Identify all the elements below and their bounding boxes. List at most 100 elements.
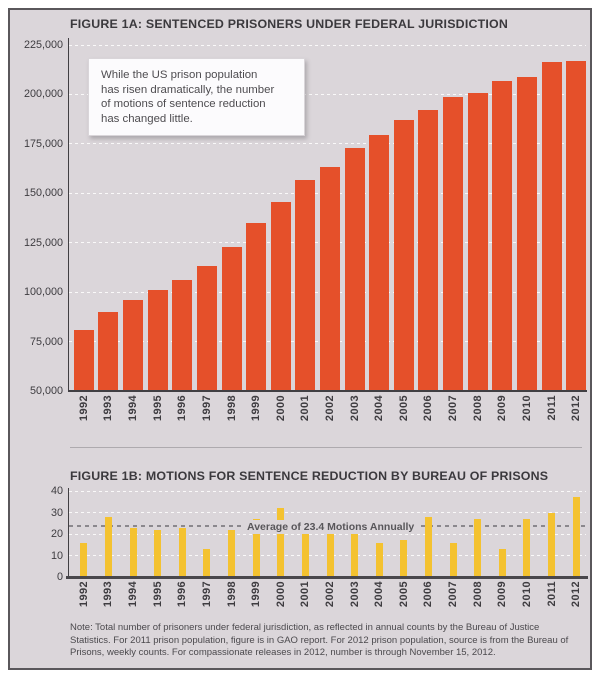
figure-1b-bar-2007 xyxy=(449,542,457,577)
figure-1b-bar-1993 xyxy=(104,516,112,577)
x-tick-label-1993: 1993 xyxy=(102,581,115,608)
x-tick-label-1992: 1992 xyxy=(77,581,90,608)
x-tick-label-1994: 1994 xyxy=(127,395,140,422)
x-tick-label-2003: 2003 xyxy=(348,395,361,422)
annotation-line: has risen dramatically, the number xyxy=(101,83,275,96)
figure-1a-bar-2007 xyxy=(443,97,464,391)
y-tick-label: 225,000 xyxy=(23,39,63,51)
x-tick-label-1997: 1997 xyxy=(200,395,213,422)
figure-1b-bar-2011 xyxy=(548,512,556,577)
x-tick-label-1994: 1994 xyxy=(127,581,140,608)
x-tick-label-1995: 1995 xyxy=(151,581,164,608)
annotation-callout: While the US prison population has risen… xyxy=(88,58,305,136)
gridline xyxy=(69,93,586,95)
x-tick-label-2006: 2006 xyxy=(422,395,435,422)
y-tick-label: 50,000 xyxy=(29,385,63,397)
x-tick-label-1996: 1996 xyxy=(176,581,189,608)
chart-panel: FIGURE 1A: SENTENCED PRISONERS UNDER FED… xyxy=(8,8,592,670)
x-tick-label-2009: 2009 xyxy=(496,581,509,608)
figure-1b-bar-1992 xyxy=(80,542,88,577)
y-tick-label: 200,000 xyxy=(23,88,63,101)
x-tick-label-1997: 1997 xyxy=(200,581,213,608)
figure-1a-plot-area xyxy=(69,44,587,391)
figure-1b-bar-1995 xyxy=(154,529,162,577)
figure-1b-bar-1997 xyxy=(203,549,211,577)
x-tick-label-2001: 2001 xyxy=(299,395,312,422)
x-tick-label-1999: 1999 xyxy=(250,395,263,422)
figure-1b-bar-2005 xyxy=(400,540,408,577)
annotation-line: has changed little. xyxy=(101,112,193,125)
figure-1b-bar-2003 xyxy=(351,534,359,577)
x-tick-label-2003: 2003 xyxy=(348,581,361,608)
figure-1a-bar-2010 xyxy=(516,76,537,391)
x-tick-label-2002: 2002 xyxy=(324,581,336,608)
x-tick-label-1992: 1992 xyxy=(77,395,90,422)
y-tick-label: 100,000 xyxy=(23,286,63,299)
figure-1b-plot-area xyxy=(69,490,586,577)
x-tick-label-2004: 2004 xyxy=(373,581,386,608)
y-tick-label: 125,000 xyxy=(23,236,63,249)
figure-1b-title: FIGURE 1B: MOTIONS FOR SENTENCE REDUCTIO… xyxy=(70,469,549,483)
x-tick-label-2012: 2012 xyxy=(570,395,583,422)
figure-1a-bar-2008 xyxy=(467,93,488,391)
gridline xyxy=(69,512,586,513)
figure-1a-bar-2005 xyxy=(393,120,414,391)
x-tick-label-2000: 2000 xyxy=(274,395,287,422)
x-tick-label-2011: 2011 xyxy=(545,581,558,607)
figure-1a-bar-1995 xyxy=(147,290,168,391)
x-tick-label-2007: 2007 xyxy=(447,581,460,608)
figure-1a-bar-2002 xyxy=(320,166,340,391)
x-tick-label-1996: 1996 xyxy=(176,395,189,422)
x-tick-label-2000: 2000 xyxy=(274,581,287,608)
x-tick-label-2011: 2011 xyxy=(545,395,558,421)
figure-1b-y-axis-labels: 0 10 20 30 40 xyxy=(10,485,63,583)
x-tick-label-1993: 1993 xyxy=(102,395,115,422)
x-tick-label-2001: 2001 xyxy=(299,581,312,608)
figure-1b-bar-1999 xyxy=(252,518,260,577)
figure-1b-bar-1994 xyxy=(129,527,137,577)
figure-1b-bar-2006 xyxy=(424,516,432,577)
y-tick-label: 75,000 xyxy=(29,335,63,348)
y-tick-label: 150,000 xyxy=(23,187,63,200)
average-line-label: Average of 23.4 Motions Annually xyxy=(244,520,418,534)
figure-1a-bar-1994 xyxy=(123,300,144,391)
y-tick-label: 40 xyxy=(50,485,63,497)
figure-1a-bar-2009 xyxy=(492,80,513,391)
figure-1b-bar-2008 xyxy=(474,518,482,577)
x-tick-label-2004: 2004 xyxy=(373,395,386,422)
figure-1b-bar-2001 xyxy=(301,531,309,577)
figure-1a-bar-2011 xyxy=(541,61,562,391)
figure-1b-y-axis-line xyxy=(67,488,70,578)
x-tick-label-2005: 2005 xyxy=(397,581,410,608)
figure-1a-bar-1998 xyxy=(221,246,242,391)
figure-1b-bar-2000 xyxy=(277,508,285,577)
figure-1a-bar-2006 xyxy=(418,110,439,391)
y-tick-label: 30 xyxy=(50,506,63,519)
figure-1a-y-axis-labels: 50,000 75,000 100,000 125,000 150,000 175,000… xyxy=(10,39,63,397)
figure-1a-bar-2012 xyxy=(566,60,587,391)
figure-1b-bar-1998 xyxy=(228,529,236,577)
figure-1a-x-axis-line xyxy=(67,390,587,393)
gridline xyxy=(69,44,586,46)
figure-1a-bar-2000 xyxy=(270,202,291,391)
x-tick-label-2012: 2012 xyxy=(570,581,583,608)
figure-1a-bar-1997 xyxy=(196,266,217,391)
x-tick-label-2006: 2006 xyxy=(422,581,435,608)
x-tick-label-1999: 1999 xyxy=(250,581,263,608)
y-tick-label: 0 xyxy=(56,571,63,583)
x-tick-label-1998: 1998 xyxy=(225,395,238,422)
figure-1a-y-axis-line xyxy=(67,38,70,392)
figure-1b-x-axis-line xyxy=(66,576,588,579)
gridline xyxy=(69,143,586,145)
figure-1b-bar-2009 xyxy=(498,549,506,577)
figure-1a-title: FIGURE 1A: SENTENCED PRISONERS UNDER FED… xyxy=(70,17,509,31)
figure-1b-bar-2012 xyxy=(572,497,580,577)
x-tick-label-2010: 2010 xyxy=(520,395,533,422)
figure-1b-bar-2002 xyxy=(326,531,334,577)
figure-1a-bar-2003 xyxy=(344,147,365,391)
y-tick-label: 20 xyxy=(50,528,63,540)
figure-1a-bar-1993 xyxy=(98,311,119,391)
x-tick-label-2010: 2010 xyxy=(520,581,533,608)
figure-1b-bar-2004 xyxy=(375,542,383,577)
x-tick-label-2008: 2008 xyxy=(471,581,484,608)
